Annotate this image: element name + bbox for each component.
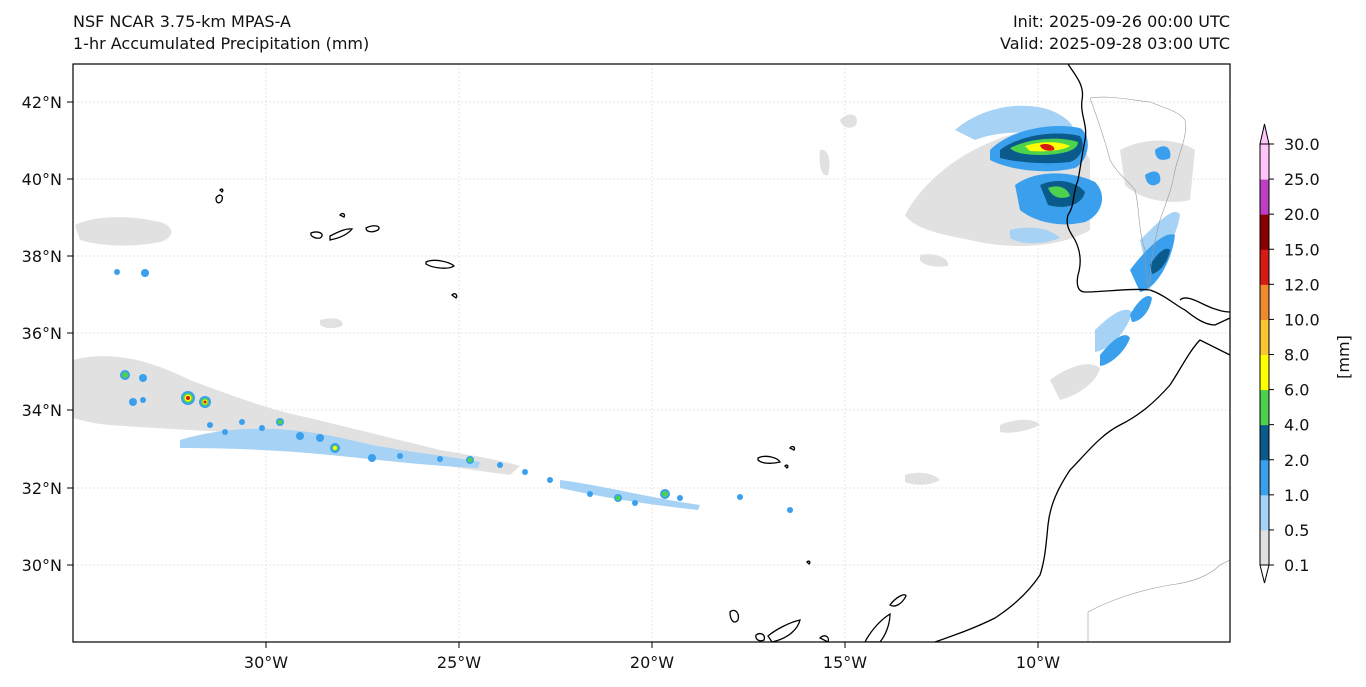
model-name: NSF NCAR 3.75-km MPAS-A xyxy=(73,12,291,31)
colorbar-ticks: 0.1 0.5 1.0 2.0 4.0 6.0 8.0 10.0 12.0 15.0 20.0 25.… xyxy=(1269,135,1320,575)
colorbar-swatch xyxy=(1260,389,1269,426)
lat-label: 32°N xyxy=(22,479,62,498)
valid-time: Valid: 2025-09-28 03:00 UTC xyxy=(999,34,1230,53)
init-time: Init: 2025-09-26 00:00 UTC xyxy=(1012,12,1230,31)
colorbar-swatch xyxy=(1260,494,1269,531)
lon-label: 10°W xyxy=(1016,653,1060,672)
colorbar-tick-label: 8.0 xyxy=(1284,346,1309,365)
colorbar-tick-label: 12.0 xyxy=(1284,275,1320,294)
colorbar-tick-label: 10.0 xyxy=(1284,310,1320,329)
colorbar-swatch xyxy=(1260,459,1269,496)
lon-label: 30°W xyxy=(244,653,288,672)
map-content xyxy=(73,64,1230,642)
borders xyxy=(1087,96,1230,642)
colorbar-tick-label: 30.0 xyxy=(1284,135,1320,154)
title-right: Init: 2025-09-26 00:00 UTC Valid: 2025-0… xyxy=(1000,11,1230,55)
colorbar-tick-label: 6.0 xyxy=(1284,381,1309,400)
colorbar-swatch xyxy=(1260,529,1269,566)
lat-label: 42°N xyxy=(22,93,62,112)
lat-label: 34°N xyxy=(22,401,62,420)
field-name: 1-hr Accumulated Precipitation (mm) xyxy=(73,34,370,53)
colorbar: 0.1 0.5 1.0 2.0 4.0 6.0 8.0 10.0 12.0 15.0 20.0 25.… xyxy=(1259,123,1353,584)
colorbar-unit: [mm] xyxy=(1334,335,1353,379)
lat-label: 38°N xyxy=(22,247,62,266)
colorbar-swatch xyxy=(1260,249,1269,285)
colorbar-tick-label: 2.0 xyxy=(1284,451,1309,470)
colorbar-swatch xyxy=(1260,214,1269,250)
colorbar-tick-label: 0.5 xyxy=(1284,521,1309,540)
colorbar-swatch xyxy=(1260,354,1269,391)
colorbar-extend-max xyxy=(1259,123,1270,145)
coastlines xyxy=(215,64,1230,642)
colorbar-tick-label: 0.1 xyxy=(1284,556,1309,575)
colorbar-swatch xyxy=(1260,319,1269,355)
lat-label: 40°N xyxy=(22,170,62,189)
colorbar-swatch xyxy=(1260,284,1269,320)
colorbar-swatches xyxy=(1259,123,1270,584)
precip-12 xyxy=(1040,143,1055,151)
lat-label: 30°N xyxy=(22,556,62,575)
title-left: NSF NCAR 3.75-km MPAS-A 1-hr Accumulated… xyxy=(73,11,369,55)
colorbar-tick-label: 1.0 xyxy=(1284,486,1309,505)
colorbar-tick-label: 20.0 xyxy=(1284,205,1320,224)
lat-label: 36°N xyxy=(22,324,62,343)
colorbar-tick-label: 15.0 xyxy=(1284,240,1320,259)
colorbar-swatch xyxy=(1260,179,1269,215)
colorbar-swatch xyxy=(1260,144,1269,180)
colorbar-extend-min xyxy=(1259,564,1270,584)
lat-axis: 42°N 40°N 38°N 36°N 34°N 32°N 30°N xyxy=(22,93,73,575)
convective-cells xyxy=(114,269,793,513)
lon-label: 20°W xyxy=(630,653,674,672)
lon-label: 15°W xyxy=(823,653,867,672)
lon-label: 25°W xyxy=(437,653,481,672)
colorbar-tick-label: 25.0 xyxy=(1284,170,1320,189)
lon-axis: 30°W 25°W 20°W 15°W 10°W xyxy=(244,642,1060,672)
colorbar-swatch xyxy=(1260,424,1269,461)
colorbar-tick-label: 4.0 xyxy=(1284,416,1309,435)
